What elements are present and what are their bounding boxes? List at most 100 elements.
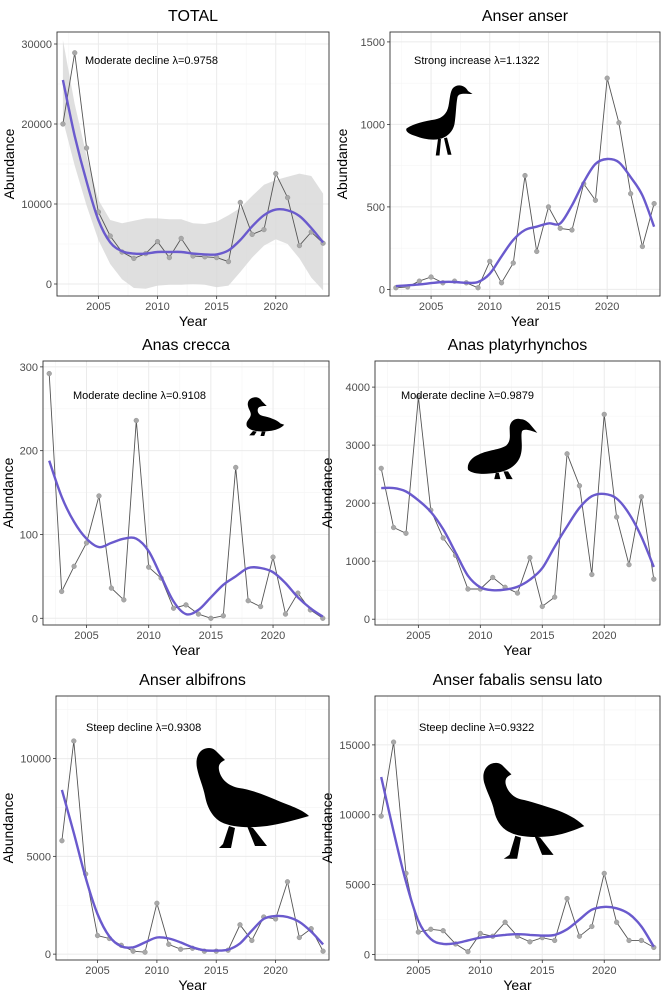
observed-point [569, 227, 575, 233]
observed-point [651, 576, 657, 582]
y-tick-label: 2000 [346, 498, 370, 510]
trend-line [381, 486, 655, 592]
x-axis-label: Year [179, 313, 208, 329]
y-axis-label: Abundance [0, 792, 16, 863]
y-axis-label: Abundance [334, 128, 350, 199]
observed-point [557, 225, 563, 231]
chart-title: Anas platyrhynchos [448, 337, 588, 354]
x-tick-label: 2010 [145, 965, 169, 977]
observed-point [178, 235, 184, 242]
panel-3: 2005 2010 2015 2020 0 100 200 300 Anas crecca Yea… [0, 337, 330, 658]
data-layer [378, 394, 657, 610]
x-tick-label: 2010 [468, 630, 492, 642]
observed-point [237, 922, 243, 928]
observed-point [94, 932, 101, 939]
observed-point [71, 738, 77, 744]
trend-line [48, 460, 324, 618]
observed-point [592, 197, 599, 203]
observed-point [273, 171, 279, 177]
observed-point [282, 611, 289, 617]
x-tick-label: 2020 [592, 630, 616, 642]
observed-point [225, 259, 232, 265]
observed-point [154, 900, 160, 906]
x-tick-label: 2015 [204, 965, 228, 977]
y-tick-label: 1000 [346, 556, 370, 568]
panel-border [374, 695, 661, 961]
x-tick-label: 2015 [204, 301, 228, 313]
observed-point [178, 946, 184, 952]
x-tick-label: 2010 [468, 965, 492, 977]
bird-silhouette-icon [406, 85, 473, 156]
observed-point [576, 483, 583, 489]
panel-border [55, 695, 330, 961]
plot-background [375, 361, 660, 625]
y-tick-label: 10000 [21, 199, 52, 211]
trend-annotation: Steep decline λ=0.9322 [419, 722, 534, 734]
y-tick-label: 0 [45, 949, 51, 961]
observed-point [564, 895, 570, 902]
observed-point [208, 615, 214, 621]
x-axis-label: Year [503, 642, 532, 658]
y-axis-label: Abundance [0, 457, 16, 528]
x-tick-label: 2015 [199, 630, 223, 642]
trend-annotation: Strong increase λ=1.1322 [414, 55, 540, 67]
panel-6: 2005 2010 2015 2020 0 5000 10000 15000 Anser fab… [319, 672, 661, 993]
observed-point [133, 417, 139, 424]
y-tick-label: 4000 [346, 382, 370, 394]
y-tick-label: 300 [20, 362, 38, 374]
x-tick-label: 2015 [536, 301, 560, 313]
observed-point [564, 451, 570, 457]
observed-point [245, 598, 251, 604]
observed-point [477, 930, 483, 937]
observed-point [59, 588, 65, 595]
y-tick-label: 10000 [20, 754, 51, 766]
trend-annotation: Moderate decline λ=0.9879 [401, 390, 534, 402]
y-tick-label: 200 [20, 446, 38, 458]
y-tick-label: 3000 [346, 440, 370, 452]
observed-point [214, 255, 220, 261]
observed-point [522, 172, 528, 179]
observed-point [378, 465, 384, 471]
observed-point [465, 586, 471, 592]
observed-point [527, 939, 533, 945]
observed-point [195, 611, 202, 617]
plot-background [43, 361, 329, 625]
observed-point [46, 370, 52, 377]
y-tick-label: 1500 [361, 37, 385, 49]
observed-point [601, 411, 607, 417]
observed-point [258, 603, 264, 610]
y-tick-label: 0 [46, 279, 52, 291]
trend-line [395, 157, 656, 288]
observed-point [72, 50, 78, 56]
observed-point [390, 524, 397, 531]
x-axis-label: Year [511, 313, 540, 329]
x-axis-label: Year [503, 977, 532, 993]
observed-point [539, 603, 545, 610]
data-layer [378, 739, 657, 955]
observed-point [616, 120, 622, 126]
chart-title: TOTAL [168, 8, 218, 25]
observed-point [146, 564, 152, 570]
x-tick-label: 2005 [406, 965, 430, 977]
x-tick-label: 2005 [406, 630, 430, 642]
observed-point [296, 243, 303, 249]
observed-point [510, 260, 516, 266]
y-tick-label: 0 [379, 284, 385, 296]
y-tick-label: 5000 [27, 851, 51, 863]
panel-border [389, 31, 661, 297]
observed-point [320, 948, 326, 954]
trend-annotation: Steep decline λ=0.9308 [86, 722, 201, 734]
x-tick-label: 2015 [530, 630, 554, 642]
chart-title: Anser anser [482, 8, 569, 25]
chart-title: Anser albifrons [139, 672, 246, 689]
panel-2: 2005 2010 2015 2020 0 500 1000 1500 Anser anser Y… [334, 8, 661, 329]
observed-point [502, 919, 508, 925]
observed-point [576, 933, 583, 939]
x-tick-label: 2010 [145, 301, 169, 313]
data-layer [393, 75, 657, 291]
x-tick-label: 2020 [263, 965, 287, 977]
observed-point [465, 949, 471, 955]
observed-point [428, 926, 434, 932]
trend-annotation: Moderate decline λ=0.9108 [73, 390, 206, 402]
